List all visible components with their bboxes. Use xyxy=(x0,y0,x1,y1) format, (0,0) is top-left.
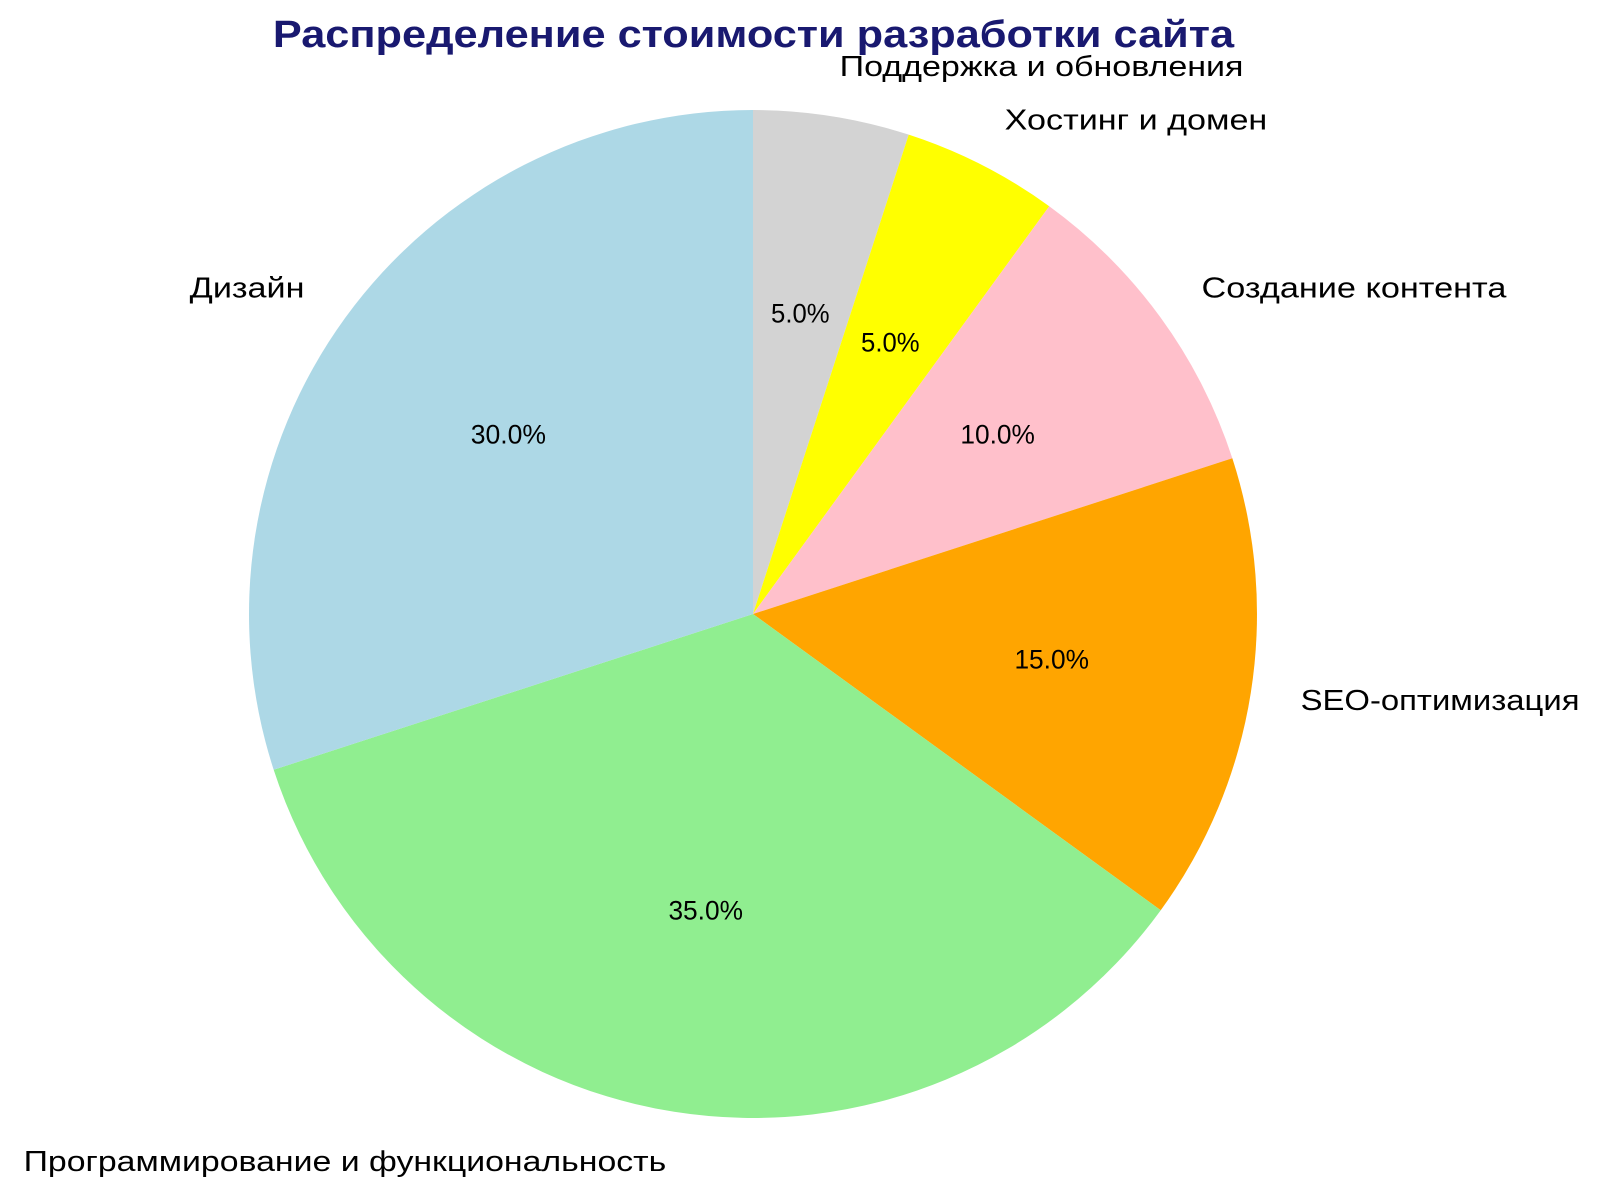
svg-text:Распределение стоимости разраб: Распределение стоимости разработки сайта xyxy=(273,14,1235,56)
svg-text:5.0%: 5.0% xyxy=(861,328,920,358)
svg-text:SEO-оптимизация: SEO-оптимизация xyxy=(1301,685,1580,717)
svg-text:35.0%: 35.0% xyxy=(668,896,743,926)
svg-text:30.0%: 30.0% xyxy=(471,419,546,449)
svg-text:Создание контента: Создание контента xyxy=(1202,273,1508,305)
svg-text:Хостинг и домен: Хостинг и домен xyxy=(1005,105,1268,137)
svg-text:Программирование и функциональ: Программирование и функциональность xyxy=(24,1146,667,1178)
svg-text:10.0%: 10.0% xyxy=(960,419,1035,449)
svg-text:Дизайн: Дизайн xyxy=(190,273,305,305)
svg-text:15.0%: 15.0% xyxy=(1014,644,1089,674)
svg-text:Поддержка и обновления: Поддержка и обновления xyxy=(840,51,1244,83)
svg-text:5.0%: 5.0% xyxy=(771,298,830,328)
